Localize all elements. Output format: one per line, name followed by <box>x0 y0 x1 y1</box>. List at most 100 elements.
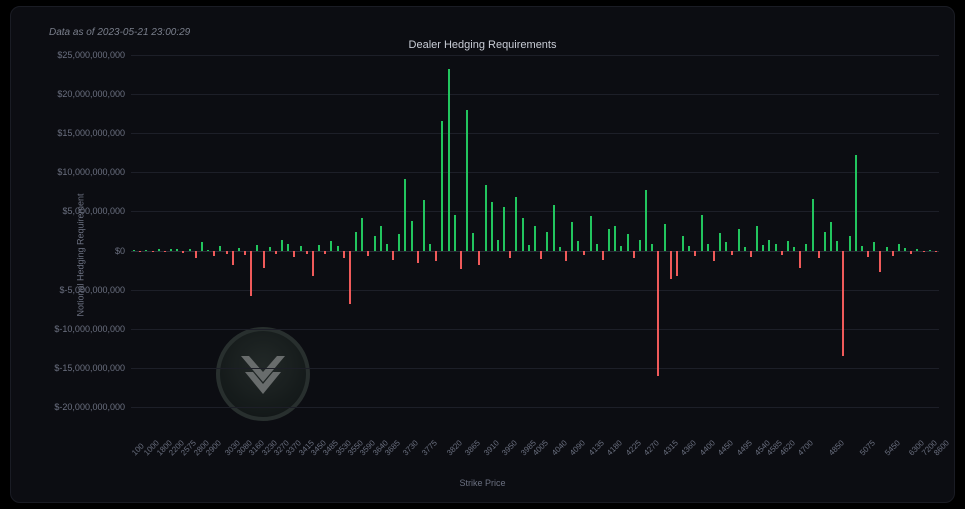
bar[interactable] <box>923 251 925 252</box>
bar[interactable] <box>565 251 567 262</box>
bar[interactable] <box>713 251 715 262</box>
bar[interactable] <box>448 69 450 250</box>
bar[interactable] <box>873 242 875 251</box>
bar[interactable] <box>534 226 536 250</box>
bar[interactable] <box>596 244 598 251</box>
bar[interactable] <box>367 251 369 256</box>
bar[interactable] <box>651 244 653 250</box>
bar[interactable] <box>879 251 881 273</box>
bar[interactable] <box>269 247 271 250</box>
bar[interactable] <box>158 249 160 250</box>
bar[interactable] <box>682 236 684 250</box>
bar[interactable] <box>281 240 283 251</box>
bar[interactable] <box>374 236 376 250</box>
bar[interactable] <box>429 244 431 250</box>
bar[interactable] <box>787 241 789 250</box>
bar[interactable] <box>731 251 733 256</box>
bar[interactable] <box>842 251 844 357</box>
bar[interactable] <box>738 229 740 251</box>
bar[interactable] <box>497 240 499 251</box>
bar[interactable] <box>306 251 308 254</box>
bar[interactable] <box>145 250 147 251</box>
bar[interactable] <box>466 110 468 251</box>
bar[interactable] <box>688 246 690 251</box>
bar[interactable] <box>633 251 635 258</box>
bar[interactable] <box>546 232 548 251</box>
bar[interactable] <box>522 218 524 251</box>
bar[interactable] <box>478 251 480 265</box>
bar[interactable] <box>423 200 425 250</box>
bar[interactable] <box>219 246 221 251</box>
bar[interactable] <box>670 251 672 279</box>
bar[interactable] <box>133 250 135 251</box>
bar[interactable] <box>244 251 246 256</box>
bar[interactable] <box>250 251 252 296</box>
bar[interactable] <box>701 215 703 251</box>
bar[interactable] <box>349 251 351 304</box>
bar[interactable] <box>176 249 178 250</box>
bar[interactable] <box>645 190 647 251</box>
bar[interactable] <box>343 251 345 258</box>
bar[interactable] <box>812 199 814 251</box>
bar[interactable] <box>867 251 869 257</box>
bar[interactable] <box>411 221 413 251</box>
bar[interactable] <box>226 251 228 254</box>
bar[interactable] <box>528 245 530 250</box>
bar[interactable] <box>904 248 906 250</box>
bar[interactable] <box>855 155 857 250</box>
bar[interactable] <box>750 251 752 257</box>
bar[interactable] <box>485 185 487 251</box>
bar[interactable] <box>380 226 382 251</box>
bar[interactable] <box>676 251 678 276</box>
bar[interactable] <box>577 241 579 250</box>
bar[interactable] <box>417 251 419 264</box>
bar[interactable] <box>312 251 314 276</box>
bar[interactable] <box>392 251 394 260</box>
bar[interactable] <box>182 251 184 253</box>
bar[interactable] <box>404 179 406 251</box>
bar[interactable] <box>910 251 912 254</box>
bar[interactable] <box>590 216 592 250</box>
bar[interactable] <box>386 244 388 251</box>
bar[interactable] <box>694 251 696 256</box>
bar[interactable] <box>886 247 888 250</box>
bar[interactable] <box>836 241 838 250</box>
bar[interactable] <box>491 202 493 250</box>
bar[interactable] <box>201 242 203 251</box>
bar[interactable] <box>805 244 807 250</box>
bar[interactable] <box>762 245 764 250</box>
bar[interactable] <box>152 251 154 252</box>
bar[interactable] <box>664 224 666 251</box>
bar[interactable] <box>355 232 357 251</box>
bar[interactable] <box>657 251 659 376</box>
bar[interactable] <box>935 251 937 253</box>
bar[interactable] <box>756 226 758 251</box>
bar[interactable] <box>318 245 320 250</box>
bar[interactable] <box>929 250 931 251</box>
bar[interactable] <box>892 251 894 256</box>
bar[interactable] <box>398 234 400 250</box>
bar[interactable] <box>435 251 437 262</box>
bar[interactable] <box>793 247 795 251</box>
bar[interactable] <box>189 249 191 251</box>
bar[interactable] <box>515 197 517 250</box>
bar[interactable] <box>559 247 561 250</box>
bar[interactable] <box>818 251 820 258</box>
bar[interactable] <box>454 215 456 251</box>
bar[interactable] <box>781 251 783 256</box>
bar[interactable] <box>170 249 172 250</box>
bar[interactable] <box>337 246 339 251</box>
bar[interactable] <box>195 251 197 258</box>
bar[interactable] <box>460 251 462 270</box>
chart-plot-area[interactable]: $25,000,000,000$20,000,000,000$15,000,00… <box>131 55 939 443</box>
bar[interactable] <box>275 251 277 255</box>
bar[interactable] <box>824 232 826 251</box>
bar[interactable] <box>164 251 166 252</box>
bar[interactable] <box>540 251 542 260</box>
bar[interactable] <box>725 242 727 251</box>
bar[interactable] <box>898 244 900 251</box>
bar[interactable] <box>503 207 505 251</box>
bar[interactable] <box>361 218 363 251</box>
bar[interactable] <box>571 222 573 250</box>
bar[interactable] <box>830 222 832 250</box>
